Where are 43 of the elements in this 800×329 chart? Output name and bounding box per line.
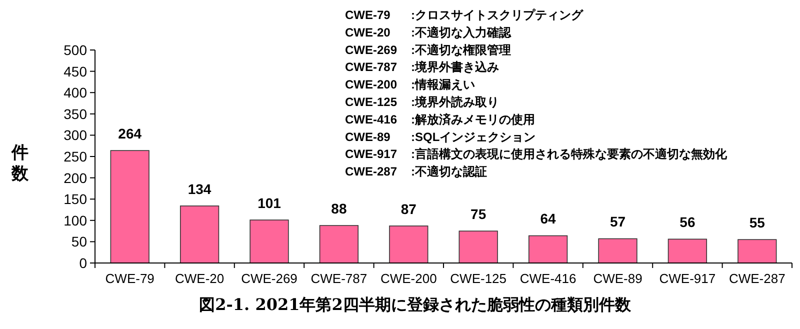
y-tick-label: 100	[64, 212, 88, 228]
annotation: CWE-917 :言語構文の表現に使用される特殊な要素の不適切な無効化	[345, 147, 728, 162]
text: 図2-1. 2021年第2四半期に登録された脆弱性の種類別件数	[199, 295, 632, 314]
text: CWE-89 :SQLインジェクション	[345, 130, 536, 144]
annotation: CWE-287 :不適切な認証	[345, 164, 487, 179]
data-label: 88	[331, 200, 347, 217]
y-tick-label: 150	[64, 191, 88, 208]
data-label: 64	[540, 210, 556, 227]
x-tick-label: CWE-79	[105, 271, 154, 286]
data-label: 134	[188, 180, 212, 197]
text: CWE-20 :不適切な入力確認	[345, 25, 511, 40]
data-label: 75	[470, 206, 486, 222]
data-label: 56	[680, 214, 696, 230]
x-tick-label: CWE-200	[380, 271, 437, 286]
y-axis-title: 件数	[10, 143, 30, 183]
data-label: 264	[118, 126, 142, 142]
x-tick-label: CWE-89	[593, 271, 642, 286]
annotation: CWE-787 :境界外書き込み	[345, 60, 499, 74]
annotation: CWE-416 :解放済みメモリの使用	[345, 112, 535, 126]
annotation: CWE-269 :不適切な権限管理	[345, 42, 511, 57]
y-tick-label: 500	[64, 42, 88, 58]
x-tick-label: CWE-917	[659, 271, 716, 286]
y-tick-label: 250	[64, 148, 88, 164]
y-tick-label: 450	[64, 63, 88, 80]
y-tick-label: 400	[64, 84, 88, 101]
x-tick-label: CWE-20	[174, 271, 224, 286]
y-tick-label: 300	[64, 127, 88, 144]
y-tick-label: 50	[71, 234, 88, 250]
data-label: 101	[258, 194, 282, 211]
y-tick-label: 200	[64, 170, 88, 186]
y-tick-label: 350	[64, 106, 88, 122]
annotation: CWE-200 :情報漏えい	[345, 78, 475, 92]
annotation: CWE-125 :境界外読み取り	[345, 95, 499, 109]
y-tick-label: 0	[79, 255, 88, 271]
x-tick-label: CWE-125	[450, 271, 507, 286]
x-tick-label: CWE-787	[310, 271, 368, 286]
x-tick-label: CWE-269	[241, 271, 298, 286]
x-tick-label: CWE-416	[520, 271, 576, 286]
text: CWE-79 :クロスサイトスクリプティング	[345, 8, 583, 22]
x-tick-label: CWE-287	[728, 271, 786, 286]
data-label: 87	[400, 200, 417, 217]
data-label: 55	[749, 214, 766, 231]
data-label: 57	[610, 214, 626, 230]
